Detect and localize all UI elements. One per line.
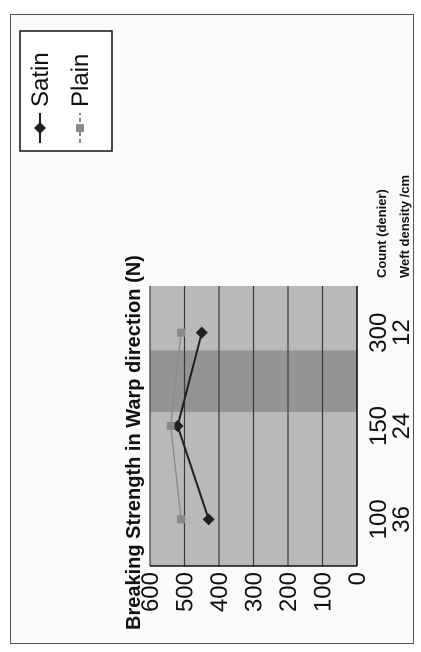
y-tick-label-0: 0 bbox=[344, 572, 371, 585]
y-tick-label-600: 600 bbox=[137, 572, 164, 612]
chart: 0 100 200 300 400 500 600 Breaking Strength in … bbox=[12, 16, 412, 636]
x-tick-label-density-0: 36 bbox=[388, 506, 412, 533]
legend-label-plain: Plain bbox=[67, 54, 94, 107]
legend-label-satin: Satin bbox=[27, 52, 54, 107]
y-tick-label-300: 300 bbox=[241, 572, 268, 612]
data-point-plain-2 bbox=[177, 328, 186, 337]
x-tick-label-count-0: 100 bbox=[365, 499, 392, 539]
x-tick-label-density-2: 12 bbox=[388, 319, 412, 346]
x-row-label-count: Count (denier) bbox=[374, 189, 389, 278]
y-tick-label-100: 100 bbox=[310, 572, 337, 612]
y-tick-label-200: 200 bbox=[275, 572, 302, 612]
y-tick-label-500: 500 bbox=[172, 572, 199, 612]
legend-box bbox=[19, 30, 113, 152]
data-point-satin-2 bbox=[195, 326, 208, 339]
x-tick-label-count-2: 300 bbox=[365, 313, 392, 353]
x-tick-label-count-1: 150 bbox=[365, 406, 392, 446]
x-tick-label-density-1: 24 bbox=[388, 413, 412, 440]
legend-marker-satin bbox=[34, 122, 46, 134]
x-row-label-density: Weft density /cm bbox=[397, 175, 412, 278]
data-point-plain-1 bbox=[166, 422, 175, 430]
legend-marker-plain bbox=[76, 124, 84, 132]
y-tick-label-400: 400 bbox=[206, 572, 233, 612]
chart-title: Breaking Strength in Warp direction (N) bbox=[123, 255, 145, 630]
data-point-plain-0 bbox=[177, 515, 186, 524]
